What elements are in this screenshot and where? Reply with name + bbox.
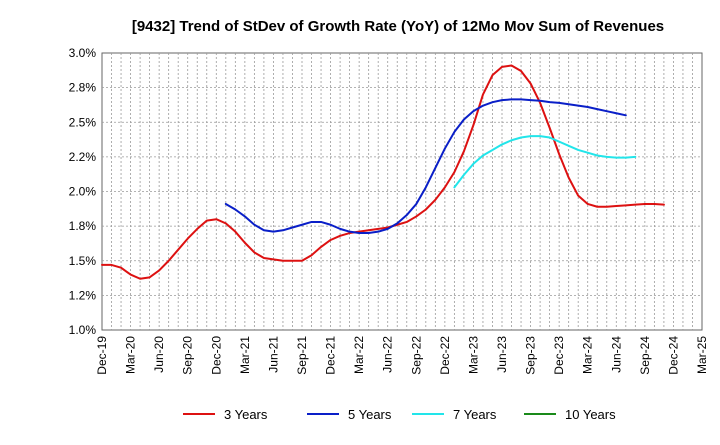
axis-layer: 1.0% 1.2% 1.5% 1.8% 2.0% 2.2% 2.5% 2.8% 3.0% Dec-…: [69, 46, 709, 375]
grid-layer: [102, 53, 702, 330]
legend-label-10-years: 10 Years: [565, 407, 616, 422]
y-tick-label: 1.5%: [69, 254, 97, 268]
legend: 3 Years 5 Years 7 Years 10 Years: [183, 407, 616, 422]
x-tick-label: Dec-24: [666, 336, 680, 375]
series-layer: [101, 64, 665, 280]
y-tick-label: 2.0%: [69, 185, 97, 199]
chart-title: [9432] Trend of StDev of Growth Rate (Yo…: [132, 18, 664, 35]
y-tick-label: 2.2%: [69, 150, 97, 164]
series-line-3-years: [101, 64, 665, 280]
x-tick-label: Jun-23: [495, 336, 509, 373]
x-tick-label: Mar-20: [124, 336, 138, 374]
x-tick-label: Mar-24: [581, 336, 595, 374]
x-tick-label: Dec-23: [552, 336, 566, 375]
x-tick-label: Sep-24: [638, 336, 652, 375]
x-tick-label: Sep-20: [181, 336, 195, 375]
x-tick-label: Sep-21: [295, 336, 309, 375]
x-tick-label: Dec-19: [95, 336, 109, 375]
y-tick-label: 1.2%: [69, 288, 97, 302]
x-tick-label: Dec-22: [438, 336, 452, 375]
series-line-7-years: [453, 135, 637, 189]
x-tick-label: Mar-25: [695, 336, 709, 374]
y-tick-label: 2.8%: [69, 81, 97, 95]
x-tick-label: Jun-24: [609, 336, 623, 373]
x-tick-label: Dec-20: [209, 336, 223, 375]
legend-label-7-years: 7 Years: [453, 407, 497, 422]
x-tick-label: Sep-22: [409, 336, 423, 375]
legend-label-5-years: 5 Years: [348, 407, 392, 422]
series-line-5-years: [224, 98, 627, 235]
x-tick-label: Mar-23: [466, 336, 480, 374]
x-tick-label: Sep-23: [524, 336, 538, 375]
y-tick-label: 1.0%: [69, 323, 97, 337]
legend-label-3-years: 3 Years: [224, 407, 268, 422]
y-tick-label: 3.0%: [69, 46, 97, 60]
x-tick-label: Mar-22: [352, 336, 366, 374]
x-tick-label: Jun-21: [266, 336, 280, 373]
x-tick-label: Dec-21: [324, 336, 338, 375]
x-tick-label: Mar-21: [238, 336, 252, 374]
y-tick-label: 1.8%: [69, 219, 97, 233]
x-tick-label: Jun-22: [381, 336, 395, 373]
y-tick-label: 2.5%: [69, 115, 97, 129]
x-tick-label: Jun-20: [152, 336, 166, 373]
